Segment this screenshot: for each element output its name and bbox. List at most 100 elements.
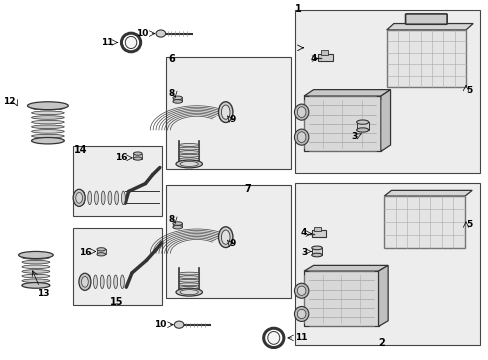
Ellipse shape xyxy=(76,193,82,203)
Ellipse shape xyxy=(180,290,198,295)
Text: 9: 9 xyxy=(228,239,235,248)
Ellipse shape xyxy=(172,222,182,225)
Ellipse shape xyxy=(94,191,98,204)
Bar xyxy=(311,230,325,237)
Text: 12: 12 xyxy=(3,97,16,106)
Text: 13: 13 xyxy=(37,289,49,298)
Ellipse shape xyxy=(120,275,124,289)
Text: 8: 8 xyxy=(168,89,174,98)
Ellipse shape xyxy=(218,227,232,248)
Ellipse shape xyxy=(32,125,64,129)
Ellipse shape xyxy=(22,256,50,259)
Ellipse shape xyxy=(178,151,200,154)
Ellipse shape xyxy=(32,111,64,114)
Text: 11: 11 xyxy=(101,38,114,47)
Ellipse shape xyxy=(178,272,200,275)
Ellipse shape xyxy=(125,36,137,49)
Ellipse shape xyxy=(133,157,142,160)
Ellipse shape xyxy=(297,107,305,117)
Ellipse shape xyxy=(172,100,182,103)
Ellipse shape xyxy=(101,191,105,204)
Ellipse shape xyxy=(178,276,200,279)
Text: 4: 4 xyxy=(301,228,307,237)
Ellipse shape xyxy=(176,288,202,296)
Ellipse shape xyxy=(93,275,97,289)
Ellipse shape xyxy=(22,270,50,273)
Ellipse shape xyxy=(176,160,202,168)
Ellipse shape xyxy=(311,253,322,257)
FancyBboxPatch shape xyxy=(405,14,446,24)
Ellipse shape xyxy=(311,246,322,249)
Text: 1: 1 xyxy=(295,4,302,14)
Ellipse shape xyxy=(356,120,368,124)
Bar xyxy=(73,146,162,216)
Ellipse shape xyxy=(294,283,308,298)
Ellipse shape xyxy=(294,306,308,321)
Ellipse shape xyxy=(297,286,305,296)
Bar xyxy=(318,54,332,62)
Bar xyxy=(172,98,182,102)
Text: 4: 4 xyxy=(310,54,316,63)
Ellipse shape xyxy=(178,279,200,282)
Text: 8: 8 xyxy=(168,215,174,224)
Ellipse shape xyxy=(172,225,182,229)
Ellipse shape xyxy=(356,128,368,132)
Ellipse shape xyxy=(218,102,232,122)
Text: 16: 16 xyxy=(115,153,127,162)
Bar xyxy=(73,228,162,305)
Bar xyxy=(313,227,320,231)
Bar xyxy=(295,10,479,173)
Ellipse shape xyxy=(178,147,200,150)
Ellipse shape xyxy=(97,248,105,251)
Ellipse shape xyxy=(32,107,64,110)
Ellipse shape xyxy=(32,139,64,143)
Text: 14: 14 xyxy=(74,145,88,156)
Ellipse shape xyxy=(178,290,200,293)
Ellipse shape xyxy=(180,161,198,166)
Ellipse shape xyxy=(221,105,229,119)
Ellipse shape xyxy=(97,253,105,256)
Ellipse shape xyxy=(294,129,308,145)
Bar xyxy=(320,50,327,55)
Bar xyxy=(97,249,105,254)
Ellipse shape xyxy=(297,132,305,143)
Polygon shape xyxy=(304,90,390,96)
Ellipse shape xyxy=(178,154,200,157)
Ellipse shape xyxy=(22,284,50,287)
Circle shape xyxy=(156,30,165,37)
Ellipse shape xyxy=(22,279,50,283)
Text: 6: 6 xyxy=(168,54,175,64)
Ellipse shape xyxy=(32,130,64,133)
Ellipse shape xyxy=(267,332,279,344)
Text: 9: 9 xyxy=(228,115,235,124)
Ellipse shape xyxy=(32,116,64,119)
Polygon shape xyxy=(304,265,387,271)
Bar xyxy=(311,248,322,255)
Ellipse shape xyxy=(172,96,182,100)
Bar xyxy=(295,183,479,345)
Ellipse shape xyxy=(100,275,104,289)
Bar xyxy=(165,57,290,169)
Polygon shape xyxy=(380,90,390,152)
Ellipse shape xyxy=(27,102,68,110)
Text: 16: 16 xyxy=(79,248,91,257)
Bar xyxy=(165,185,290,298)
Ellipse shape xyxy=(178,161,200,164)
Ellipse shape xyxy=(115,191,118,204)
Ellipse shape xyxy=(32,134,64,138)
Polygon shape xyxy=(384,190,471,196)
Text: 10: 10 xyxy=(136,29,148,38)
Ellipse shape xyxy=(107,275,111,289)
Text: 7: 7 xyxy=(244,184,250,194)
Ellipse shape xyxy=(294,104,308,120)
FancyBboxPatch shape xyxy=(386,30,465,87)
Ellipse shape xyxy=(32,120,64,124)
Ellipse shape xyxy=(32,138,64,144)
Text: 5: 5 xyxy=(465,220,471,229)
Polygon shape xyxy=(378,265,387,327)
Ellipse shape xyxy=(108,191,112,204)
Bar xyxy=(304,96,380,152)
Ellipse shape xyxy=(22,274,50,278)
Ellipse shape xyxy=(121,191,125,204)
Ellipse shape xyxy=(178,158,200,161)
